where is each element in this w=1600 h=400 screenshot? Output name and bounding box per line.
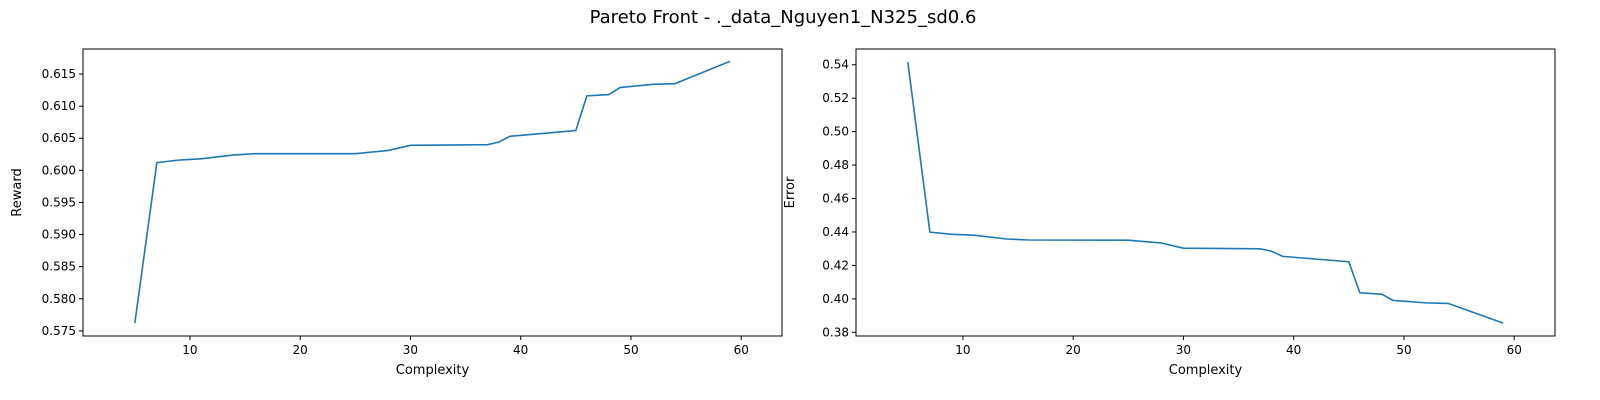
error-x-tick-label: 50 — [1396, 343, 1411, 357]
reward-y-tick-label: 0.605 — [42, 131, 76, 145]
error-y-tick-label: 0.46 — [822, 192, 849, 206]
reward-x-tick-label: 30 — [403, 343, 418, 357]
error-y-ticks: 0.38 0.40 0.42 0.44 0.46 0.48 0.50 0.52 0.54 — [822, 58, 856, 339]
error-x-tick-label: 60 — [1507, 343, 1522, 357]
error-y-tick-label: 0.42 — [822, 258, 849, 272]
reward-y-tick-label: 0.580 — [42, 292, 76, 306]
reward-x-ticks: 10 20 30 40 50 60 — [182, 336, 749, 357]
error-x-tick-label: 10 — [955, 343, 970, 357]
error-x-tick-label: 40 — [1286, 343, 1301, 357]
reward-y-tick-label: 0.575 — [42, 324, 76, 338]
reward-y-tick-label: 0.590 — [42, 228, 76, 242]
error-x-ticks: 10 20 30 40 50 60 — [955, 336, 1522, 357]
error-x-tick-label: 20 — [1066, 343, 1081, 357]
reward-x-tick-label: 20 — [293, 343, 308, 357]
error-y-tick-label: 0.44 — [822, 225, 849, 239]
reward-y-tick-label: 0.610 — [42, 99, 76, 113]
reward-x-tick-label: 50 — [623, 343, 638, 357]
reward-y-ticks: 0.575 0.580 0.585 0.590 0.595 0.600 0.605 0.610… — [42, 67, 83, 338]
reward-x-tick-label: 60 — [734, 343, 749, 357]
error-plot-frame — [855, 48, 1556, 337]
error-chart: 10 20 30 40 50 60 0.38 0.40 0.42 0.44 0.46 0.48 0.5… — [783, 48, 1556, 378]
reward-y-axis-label: Reward — [10, 168, 25, 216]
error-y-tick-label: 0.52 — [822, 91, 849, 105]
error-x-axis-label: Complexity — [1169, 363, 1243, 378]
error-y-tick-label: 0.48 — [822, 158, 849, 172]
error-y-tick-label: 0.38 — [822, 325, 849, 339]
error-x-tick-label: 30 — [1176, 343, 1191, 357]
reward-plot-frame — [82, 48, 783, 337]
reward-line-layer — [134, 60, 731, 324]
reward-x-tick-label: 10 — [182, 343, 197, 357]
error-y-axis-label: Error — [783, 176, 798, 208]
error-y-tick-label: 0.54 — [822, 58, 849, 72]
error-series-line-0 — [907, 61, 1504, 324]
reward-y-tick-label: 0.615 — [42, 67, 76, 81]
error-y-tick-label: 0.40 — [822, 292, 849, 306]
reward-y-tick-label: 0.595 — [42, 195, 76, 209]
reward-y-tick-label: 0.585 — [42, 260, 76, 274]
figure-title: Pareto Front - ._data_Nguyen1_N325_sd0.6 — [590, 7, 977, 28]
reward-x-tick-label: 40 — [513, 343, 528, 357]
error-line-layer — [907, 61, 1504, 324]
reward-series-line-0 — [134, 60, 731, 324]
error-y-tick-label: 0.50 — [822, 125, 849, 139]
reward-chart: 10 20 30 40 50 60 0.5750.5800.5850.5900.5950.… — [10, 48, 783, 378]
reward-x-axis-label: Complexity — [396, 363, 470, 378]
reward-y-tick-label: 0.600 — [42, 163, 76, 177]
